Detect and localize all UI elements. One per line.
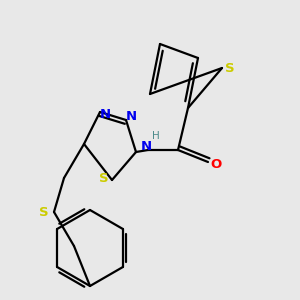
Text: N: N [140, 140, 152, 154]
Text: H: H [152, 131, 160, 141]
Text: O: O [210, 158, 222, 170]
Text: N: N [125, 110, 136, 122]
Text: S: S [39, 206, 49, 218]
Text: N: N [99, 109, 111, 122]
Text: S: S [99, 172, 109, 184]
Text: S: S [225, 61, 235, 74]
